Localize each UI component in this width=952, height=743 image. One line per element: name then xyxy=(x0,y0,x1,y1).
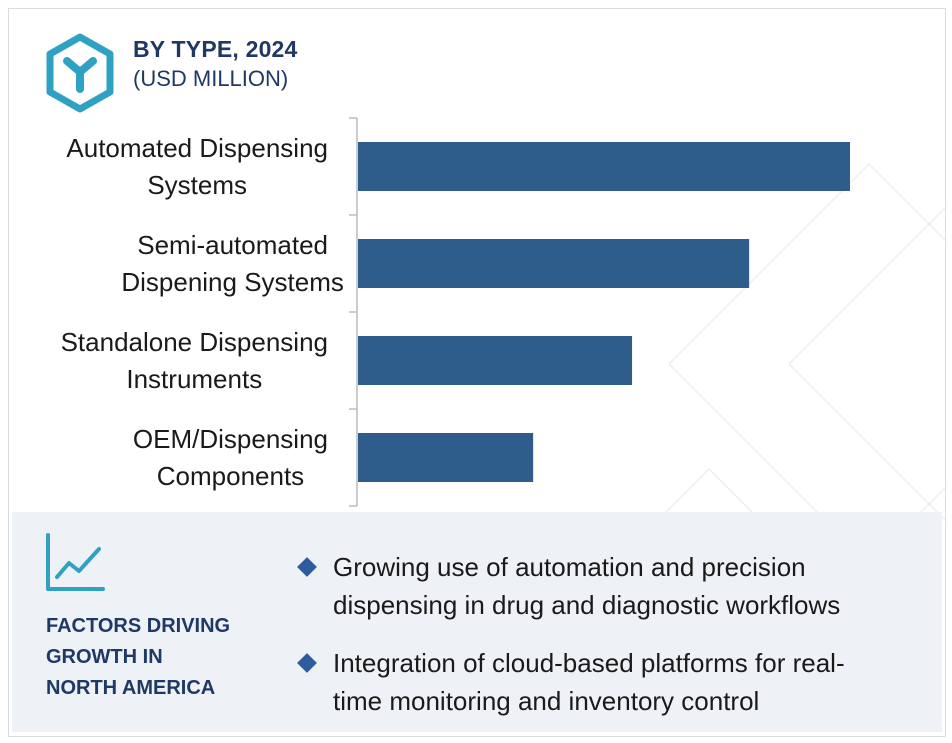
bar-1 xyxy=(358,239,750,288)
factor-text-line: Growing use of automation and precision xyxy=(333,552,806,582)
factor-text: Growing use of automation and precision … xyxy=(333,548,840,624)
factor-text: Integration of cloud-based platforms for… xyxy=(333,644,845,720)
chart-subtitle: (USD MILLION) xyxy=(133,66,289,91)
factor-text-line: dispensing in drug and diagnostic workfl… xyxy=(333,590,841,620)
trend-chart-icon xyxy=(46,533,105,591)
factor-text-line: time monitoring and inventory control xyxy=(333,686,760,716)
category-label: Dispening Systems xyxy=(121,267,344,297)
category-label: Components xyxy=(157,461,304,491)
chart-title: BY TYPE, 2024 xyxy=(133,36,298,62)
category-label: OEM/Dispensing xyxy=(133,424,328,454)
category-label: Automated Dispensing xyxy=(66,133,328,163)
diamond-bullet-icon xyxy=(297,557,317,577)
category-label: Semi-automated xyxy=(137,230,328,260)
bar-3 xyxy=(358,433,534,482)
bar-chart: Automated Dispensing Systems Semi-automate… xyxy=(61,117,850,507)
category-label: Standalone Dispensing xyxy=(61,327,328,357)
category-label: Instruments xyxy=(126,364,262,394)
infographic-card: BY TYPE, 2024 (USD MILLION) Automated Di… xyxy=(8,8,946,737)
factor-text-line: Integration of cloud-based platforms for… xyxy=(333,648,845,678)
factors-title-line: NORTH AMERICA xyxy=(46,677,216,699)
category-label: Systems xyxy=(147,170,247,200)
cube-y-icon xyxy=(46,33,114,113)
diamond-bullet-icon xyxy=(297,653,317,673)
factors-title-line: FACTORS DRIVING xyxy=(46,615,231,637)
factors-title: FACTORS DRIVING GROWTH IN NORTH AMERICA xyxy=(46,611,276,704)
factors-title-line: GROWTH IN xyxy=(46,646,163,668)
factors-panel: FACTORS DRIVING GROWTH IN NORTH AMERICA … xyxy=(12,512,942,732)
bar-2 xyxy=(358,336,633,385)
bar-0 xyxy=(358,142,850,191)
